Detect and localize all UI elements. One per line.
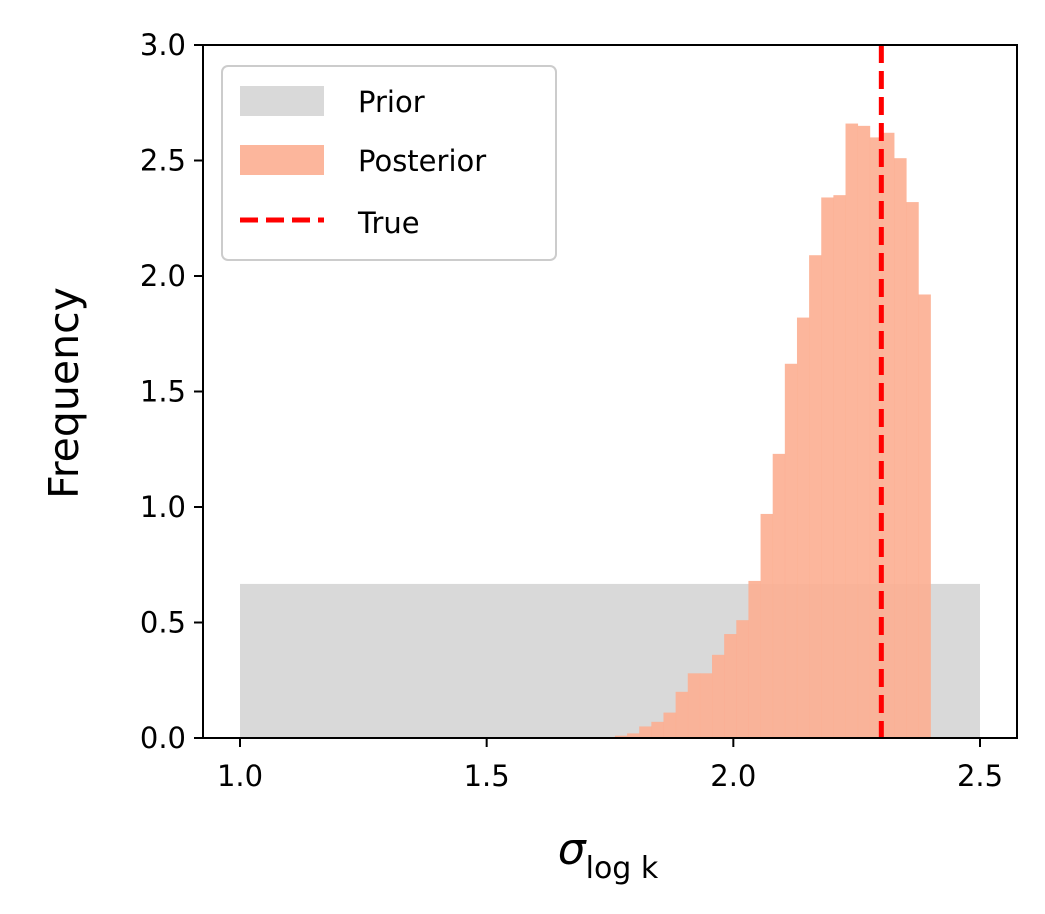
legend-posterior-swatch — [240, 145, 324, 175]
posterior-bar — [760, 513, 774, 738]
posterior-bar — [736, 620, 749, 738]
x-tick-label: 2.5 — [957, 759, 1003, 793]
y-tick-label: 0.5 — [140, 606, 186, 640]
posterior-bar — [627, 733, 640, 738]
posterior-bar — [881, 132, 895, 738]
legend: Prior Posterior True — [221, 65, 557, 261]
posterior-bar — [663, 712, 677, 738]
posterior-bar — [687, 673, 701, 738]
posterior-bar — [675, 691, 689, 738]
posterior-bar — [651, 721, 664, 738]
x-axis: 1.0 1.5 2.0 2.5 — [217, 738, 1003, 793]
posterior-bar — [772, 453, 786, 738]
y-tick-label: 2.0 — [140, 259, 186, 293]
plot-area — [240, 45, 980, 739]
y-tick-label: 1.5 — [140, 375, 186, 409]
posterior-bar — [845, 123, 859, 739]
posterior-bar — [894, 158, 907, 738]
posterior-bar — [796, 317, 810, 738]
posterior-bar — [821, 197, 834, 738]
y-tick-label: 1.0 — [140, 490, 186, 524]
legend-prior-label: Prior — [358, 85, 425, 119]
x-axis-label: σlog k — [558, 824, 659, 886]
posterior-bar — [699, 673, 713, 738]
posterior-bar — [614, 735, 628, 738]
x-tick-label: 1.0 — [217, 759, 263, 793]
legend-prior-swatch — [240, 86, 324, 116]
posterior-bar — [712, 654, 725, 738]
posterior-bar — [918, 294, 931, 738]
y-tick-label: 0.0 — [140, 721, 186, 755]
y-tick-label: 3.0 — [140, 28, 186, 62]
x-axis-label-subscript: log k — [586, 851, 659, 886]
legend-posterior-label: Posterior — [358, 144, 486, 178]
posterior-bar — [639, 726, 652, 738]
posterior-bar — [833, 195, 846, 738]
x-axis-label-symbol: σ — [558, 824, 587, 875]
x-tick-label: 1.5 — [464, 759, 510, 793]
legend-true-label: True — [357, 206, 420, 240]
x-tick-label: 2.0 — [710, 759, 756, 793]
posterior-bar — [809, 255, 822, 738]
posterior-bar — [784, 363, 798, 738]
posterior-bar — [857, 125, 871, 739]
posterior-bar — [748, 580, 761, 738]
y-axis: 0.0 0.5 1.0 1.5 2.0 2.5 3.0 — [140, 28, 203, 755]
posterior-bar — [906, 202, 919, 738]
y-tick-label: 2.5 — [140, 144, 186, 178]
y-axis-label: Frequency — [40, 287, 88, 499]
posterior-bar — [724, 634, 737, 738]
